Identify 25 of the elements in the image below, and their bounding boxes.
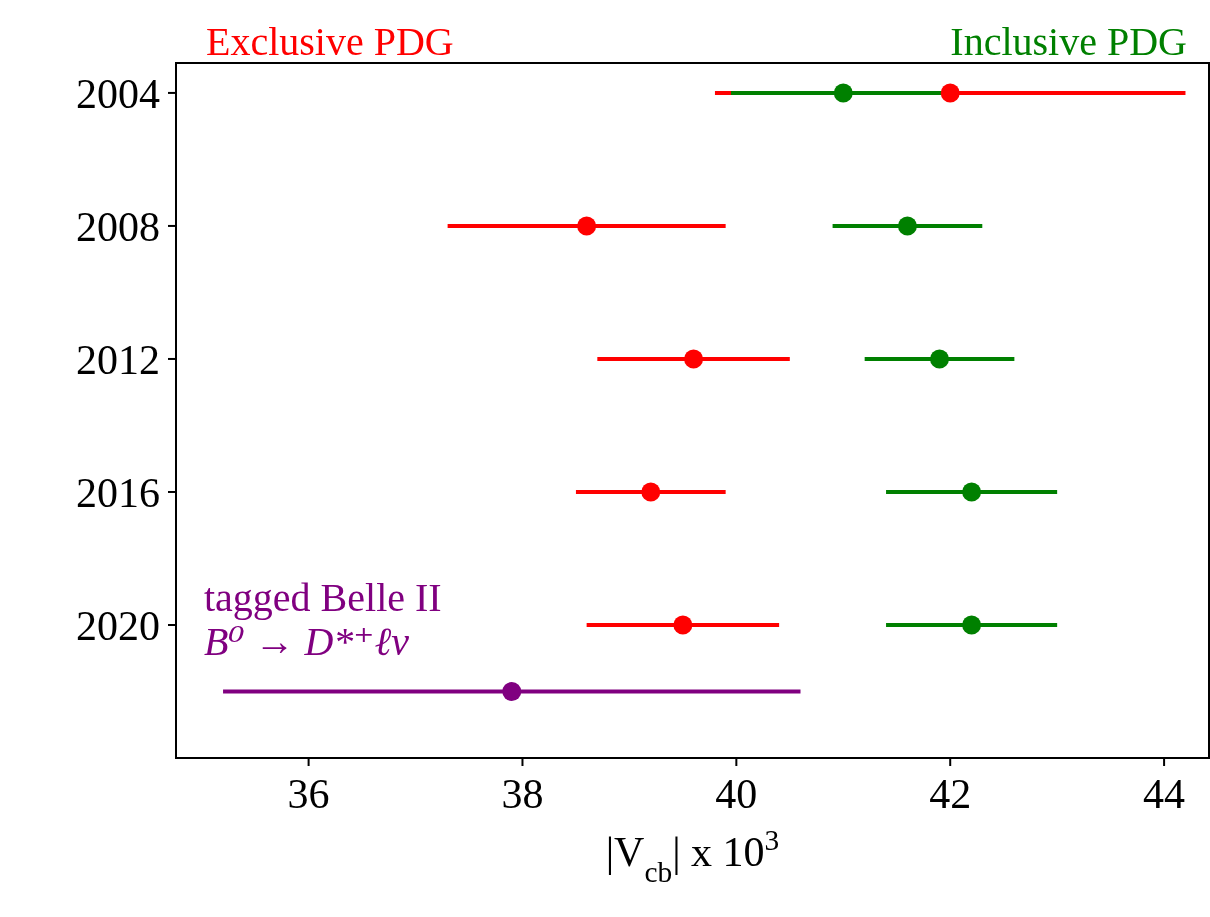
series-label: tagged Belle II B⁰ → D*⁺ℓν — [204, 575, 442, 665]
y-tick-label: 2020 — [76, 602, 160, 649]
point — [940, 83, 960, 103]
x-tick-label: 38 — [501, 771, 544, 817]
point — [833, 83, 853, 103]
y-tick-label: 2008 — [76, 203, 160, 250]
text: Exclusive PDG — [206, 19, 454, 64]
point — [897, 216, 917, 236]
x-tick-label: 42 — [929, 771, 972, 817]
x-tick-label: 36 — [287, 771, 330, 817]
y-tick-label: 2004 — [76, 70, 160, 117]
point — [577, 216, 597, 236]
x-axis-title: |V$_{cb}$| x 10$^{3}$ — [605, 824, 780, 888]
point — [684, 349, 704, 369]
text: Inclusive PDG — [950, 19, 1187, 64]
y-tick-label: 2012 — [76, 336, 160, 383]
x-tick-label: 44 — [1143, 771, 1186, 817]
point — [930, 349, 950, 369]
point — [673, 615, 693, 635]
point — [641, 482, 661, 502]
point — [962, 482, 982, 502]
point — [502, 681, 522, 701]
y-tick-label: 2016 — [76, 469, 160, 516]
x-tick-label: 40 — [715, 771, 758, 817]
point — [962, 615, 982, 635]
